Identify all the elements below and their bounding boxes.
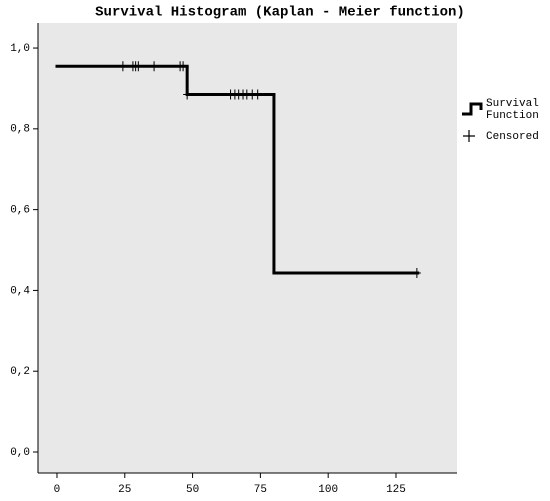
censored-mark — [253, 89, 262, 100]
legend-swatch-censored — [463, 130, 475, 142]
y-tick-label: 1,0 — [10, 43, 30, 55]
legend-swatch-survival — [462, 102, 483, 116]
censored-mark — [150, 61, 159, 72]
legend-label: Survival Function — [486, 98, 539, 122]
y-tick-label: 0,6 — [10, 205, 30, 217]
legend-label: Censored — [486, 131, 539, 143]
x-tick-label: 125 — [386, 484, 406, 496]
y-tick-label: 0,0 — [10, 447, 30, 459]
chart-title: Survival Histogram (Kaplan - Meier funct… — [95, 5, 465, 21]
x-tick-label: 0 — [54, 484, 61, 496]
x-tick-label: 25 — [118, 484, 131, 496]
x-tick-label: 75 — [254, 484, 267, 496]
y-tick-label: 0,8 — [10, 124, 30, 136]
censored-mark — [183, 89, 192, 100]
censored-mark — [412, 268, 421, 279]
censored-mark — [134, 61, 143, 72]
y-tick-label: 0,2 — [10, 366, 30, 378]
censored-mark — [179, 61, 188, 72]
y-tick-label: 0,4 — [10, 285, 30, 297]
x-tick-label: 100 — [318, 484, 338, 496]
plot-area — [38, 23, 457, 473]
censored-mark — [118, 61, 127, 72]
x-tick-label: 50 — [186, 484, 199, 496]
